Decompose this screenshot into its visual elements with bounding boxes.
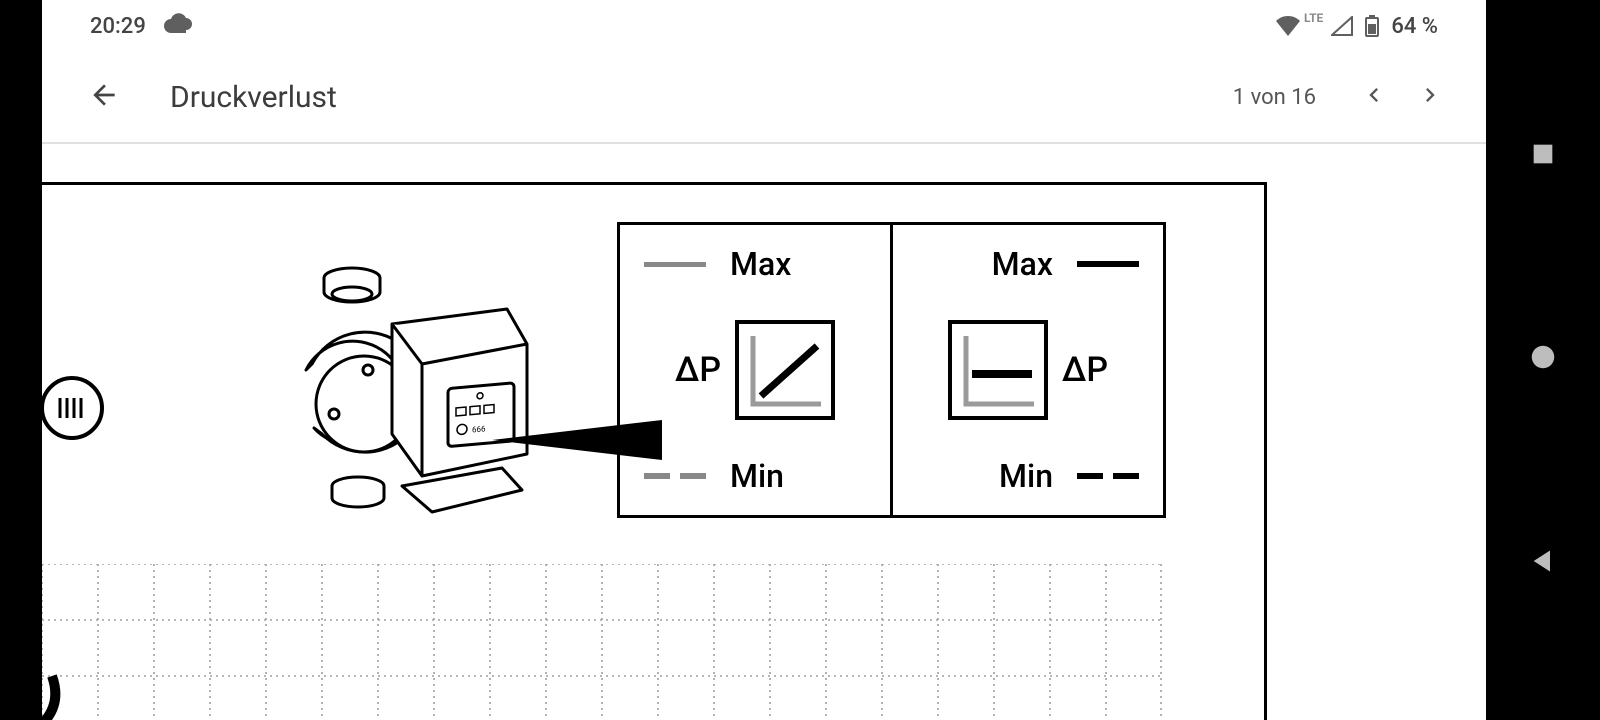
triangle-left-icon xyxy=(1529,546,1557,576)
chevron-left-icon xyxy=(1360,75,1388,115)
circle-icon xyxy=(1528,342,1558,372)
android-status-bar: 20:29 LTE 64 % xyxy=(42,0,1486,52)
delta-p-label: ΔP xyxy=(1062,350,1108,390)
battery-percent: 64 % xyxy=(1391,14,1438,39)
network-type-label: LTE xyxy=(1304,11,1323,25)
legend-min-label: Min xyxy=(730,457,784,495)
legend-max-label: Max xyxy=(992,245,1053,283)
legend-panel: Max ΔP Min xyxy=(617,222,1166,518)
next-page-button[interactable] xyxy=(1402,69,1458,125)
legend-graph-row: ΔP xyxy=(917,320,1139,420)
chart-grid xyxy=(42,564,1162,720)
chevron-right-icon xyxy=(1416,75,1444,115)
radiator-badge xyxy=(42,376,104,440)
app-bar: Druckverlust 1 von 16 xyxy=(42,52,1486,144)
radiator-icon xyxy=(57,396,87,420)
delta-p-label: ΔP xyxy=(675,350,721,390)
app-surface: 20:29 LTE 64 % Druckverlust 1 von 16 xyxy=(42,0,1486,720)
cell-signal-icon xyxy=(1331,16,1353,36)
page-title: Druckverlust xyxy=(170,80,1233,115)
legend-max-row: Max xyxy=(917,245,1139,283)
prev-page-button[interactable] xyxy=(1346,69,1402,125)
status-right-cluster: LTE 64 % xyxy=(1276,14,1438,39)
back-button[interactable] xyxy=(80,71,128,123)
flat-graph-icon xyxy=(948,320,1048,420)
legend-cell-constant-dp: Max ΔP Min xyxy=(893,222,1166,518)
android-nav-bar xyxy=(1486,0,1600,720)
legend-cell-variable-dp: Max ΔP Min xyxy=(617,222,893,518)
legend-min-label: Min xyxy=(999,457,1053,495)
nav-back-button[interactable] xyxy=(1529,546,1557,580)
wifi-icon xyxy=(1276,16,1300,36)
home-button[interactable] xyxy=(1528,342,1558,376)
page-counter: 1 von 16 xyxy=(1233,85,1316,110)
document-viewport[interactable]: 666 Max ΔP xyxy=(42,144,1486,720)
legend-min-row: Min xyxy=(917,457,1139,495)
cloud-icon xyxy=(164,13,192,39)
svg-text:666: 666 xyxy=(472,424,486,434)
rising-graph-icon xyxy=(735,320,835,420)
status-left-cluster: 20:29 xyxy=(90,13,192,39)
max-line-swatch-gray xyxy=(644,262,706,267)
legend-min-row: Min xyxy=(644,457,866,495)
legend-graph-row: ΔP xyxy=(644,320,866,420)
min-dash-swatch-black xyxy=(1077,473,1139,479)
pump-illustration: 666 xyxy=(272,254,552,534)
min-dash-swatch-gray xyxy=(644,473,706,479)
battery-icon xyxy=(1365,15,1379,37)
legend-max-label: Max xyxy=(730,245,791,283)
recent-apps-button[interactable] xyxy=(1529,140,1557,172)
status-time: 20:29 xyxy=(90,14,146,39)
arrow-left-icon xyxy=(88,79,120,111)
legend-max-row: Max xyxy=(644,245,866,283)
max-line-swatch-black xyxy=(1077,261,1139,267)
square-icon xyxy=(1529,140,1557,168)
